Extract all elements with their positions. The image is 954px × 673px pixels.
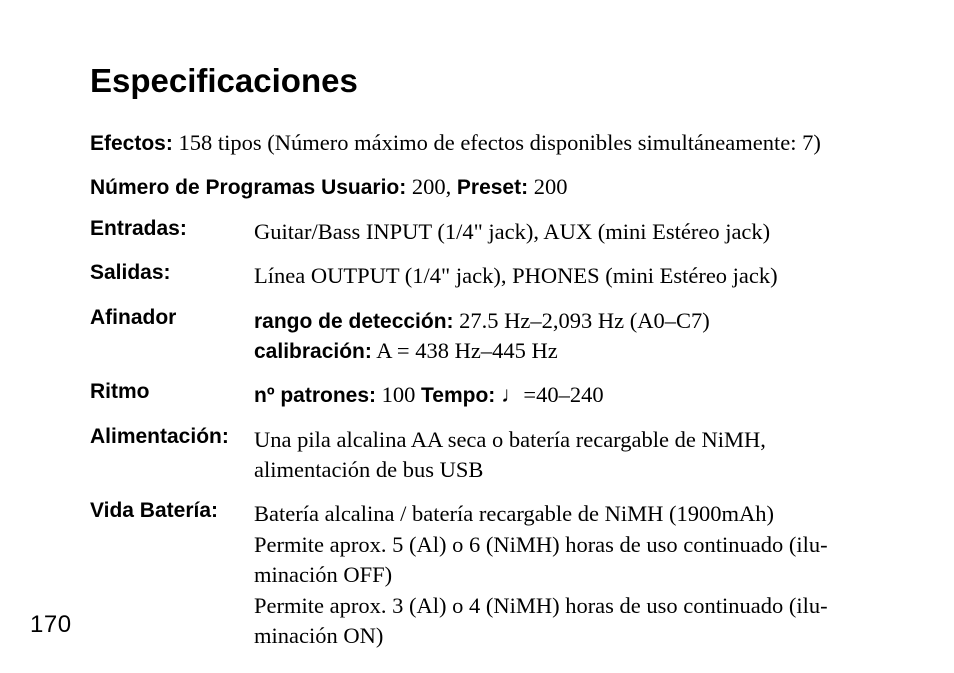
spec-tuner: Afinador rango de detección: 27.5 Hz–2,0… — [90, 306, 864, 367]
rhythm-label: Ritmo — [90, 380, 254, 404]
spec-programs: Número de Programas Usuario: 200, Preset… — [90, 172, 864, 202]
programs-user-value: 200, — [406, 174, 457, 199]
effects-label: Efectos: — [90, 132, 173, 155]
battery-label: Vida Batería: — [90, 499, 254, 523]
rhythm-tempo-label: Tempo: — [421, 384, 495, 407]
spec-rhythm: Ritmo nº patrones: 100 Tempo: ♩=40–240 — [90, 380, 864, 410]
tuner-range-label: rango de detección: — [254, 310, 454, 333]
rhythm-value: nº patrones: 100 Tempo: ♩=40–240 — [254, 380, 864, 410]
rhythm-patterns-value: 100 — [376, 382, 421, 407]
battery-line2: Permite aprox. 5 (Al) o 6 (NiMH) horas d… — [254, 532, 828, 587]
rhythm-patterns-label: nº patrones: — [254, 384, 376, 407]
outputs-label: Salidas: — [90, 261, 254, 285]
page-number: 170 — [30, 611, 72, 639]
manual-page: Especificaciones Efectos: 158 tipos (Núm… — [0, 0, 954, 673]
spec-effects: Efectos: 158 tipos (Número máximo de efe… — [90, 128, 864, 158]
battery-value: Batería alcalina / batería recargable de… — [254, 499, 864, 651]
inputs-value: Guitar/Bass INPUT (1/4" jack), AUX (mini… — [254, 217, 864, 247]
tuner-value: rango de detección: 27.5 Hz–2,093 Hz (A0… — [254, 306, 864, 367]
tuner-cal-value: A = 438 Hz–445 Hz — [372, 338, 558, 363]
programs-user-label: Número de Programas Usuario: — [90, 176, 406, 199]
tuner-cal-label: calibración: — [254, 340, 372, 363]
battery-line1: Batería alcalina / batería recargable de… — [254, 501, 774, 526]
inputs-label: Entradas: — [90, 217, 254, 241]
page-title: Especificaciones — [90, 62, 864, 100]
spec-battery: Vida Batería: Batería alcalina / batería… — [90, 499, 864, 651]
outputs-value: Línea OUTPUT (1/4" jack), PHONES (mini E… — [254, 261, 864, 291]
spec-inputs: Entradas: Guitar/Bass INPUT (1/4" jack),… — [90, 217, 864, 247]
tuner-range-value: 27.5 Hz–2,093 Hz (A0–C7) — [454, 308, 710, 333]
battery-line3: Permite aprox. 3 (Al) o 4 (NiMH) horas d… — [254, 593, 828, 648]
programs-preset-value: 200 — [528, 174, 567, 199]
spec-outputs: Salidas: Línea OUTPUT (1/4" jack), PHONE… — [90, 261, 864, 291]
effects-value: 158 tipos (Número máximo de efectos disp… — [173, 130, 821, 155]
power-label: Alimentación: — [90, 425, 254, 449]
tuner-label: Afinador — [90, 306, 254, 330]
programs-preset-label: Preset: — [457, 176, 528, 199]
spec-power: Alimentación: Una pila alcalina AA seca … — [90, 425, 864, 486]
power-value: Una pila alcalina AA seca o batería reca… — [254, 425, 864, 486]
rhythm-tempo-value: ♩=40–240 — [495, 382, 603, 407]
